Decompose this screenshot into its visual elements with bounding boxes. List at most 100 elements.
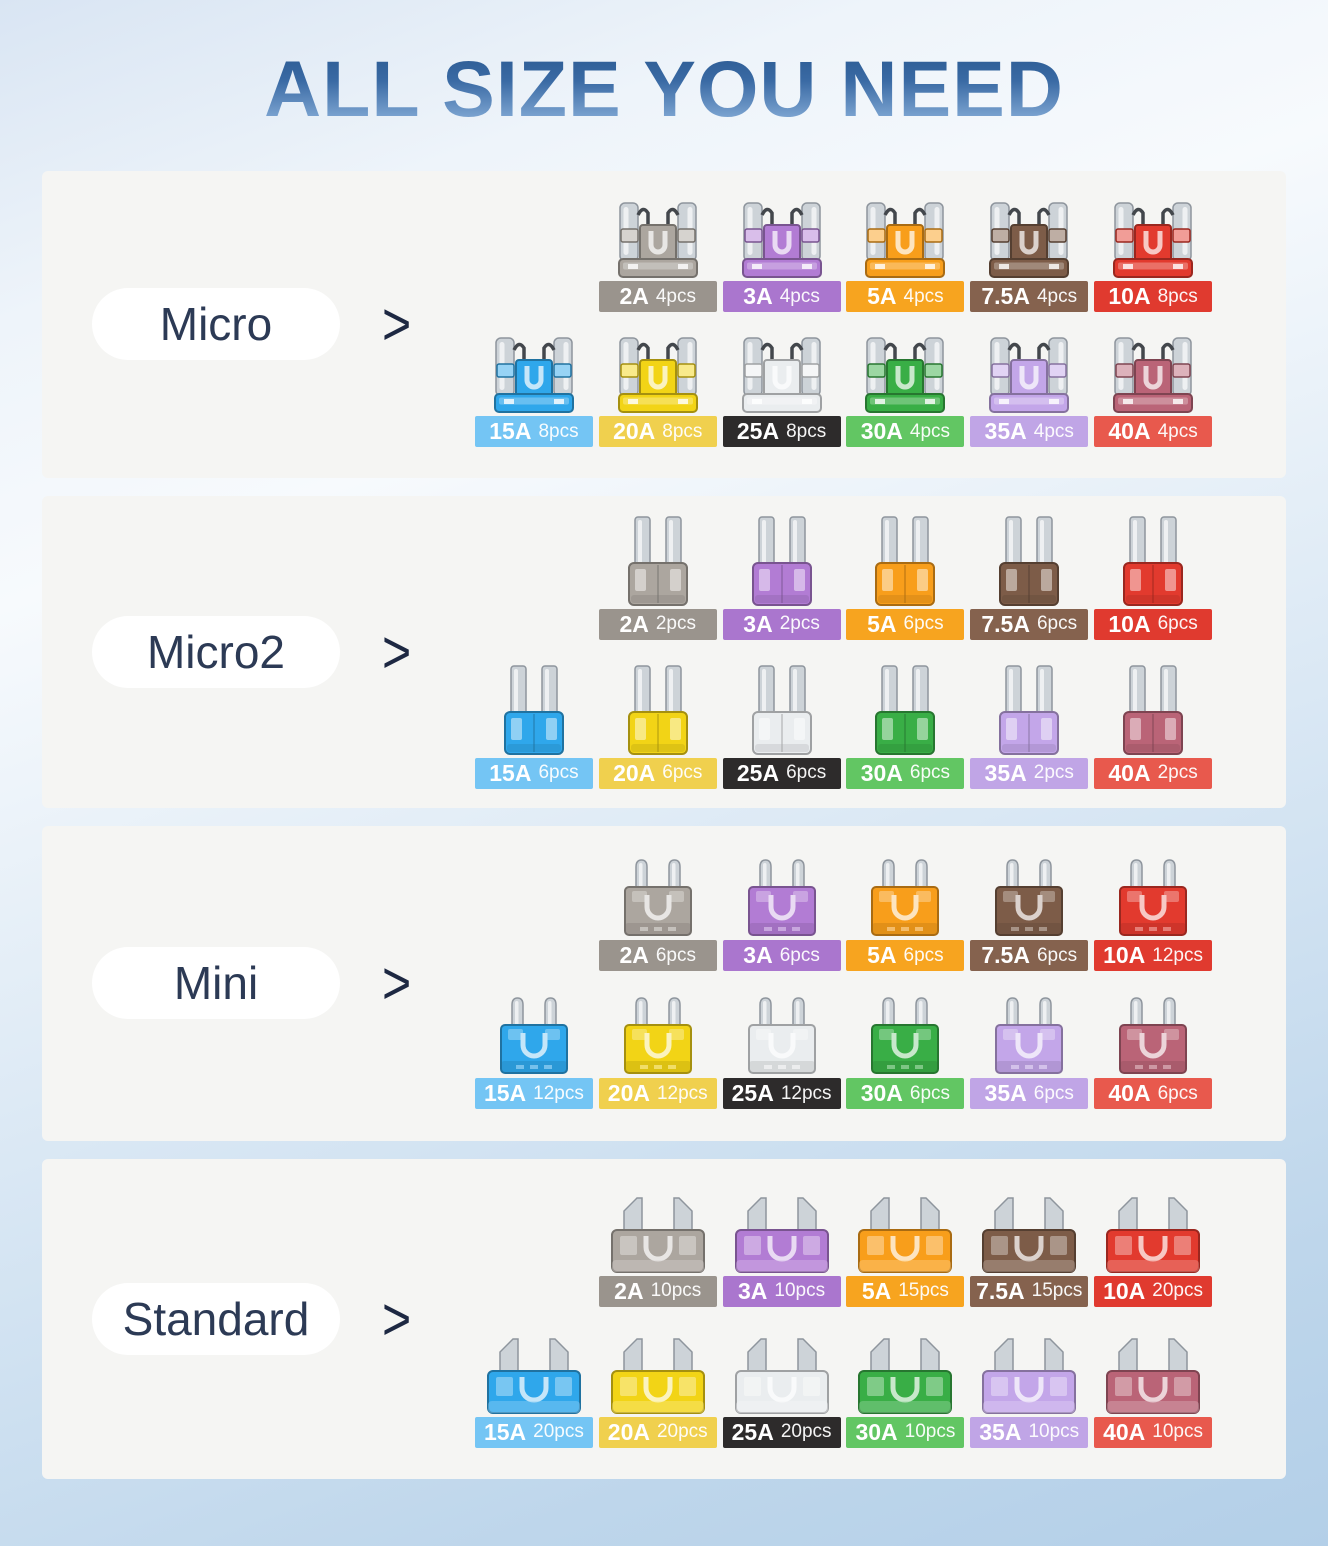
fuse-icon-30a (873, 664, 937, 756)
piece-count: 10pcs (774, 1280, 826, 1302)
fuse-icon-7_5a (980, 1190, 1078, 1274)
fuse-icon-15a (502, 664, 566, 756)
chevron-right-icon: > (382, 618, 412, 686)
piece-count: 10pcs (1028, 1421, 1080, 1443)
fuse-icon-20a (626, 664, 690, 756)
fuse-item-7_5a: 7.5A 15pcs (967, 1190, 1091, 1307)
fuse-item-15a: 15A 6pcs (472, 664, 596, 789)
amp-rating: 2A (614, 1277, 644, 1304)
fuse-item-30a: 30A 6pcs (843, 995, 967, 1110)
fuse-row-2: 15A 20pcs 20A 20pcs 25A 20pcs (472, 1331, 1215, 1448)
fuse-item-7_5a: 7.5A 6pcs (967, 857, 1091, 972)
amp-count-badge: 40A 10pcs (1094, 1416, 1213, 1448)
fuse-row-2: 15A 8pcs 20A 8pcs (472, 336, 1215, 448)
fuse-item-20a: 20A 20pcs (596, 1331, 720, 1448)
fuse-icon-25a (739, 336, 825, 414)
amp-count-badge: 7.5A 4pcs (970, 281, 1089, 313)
fuse-item-40a: 40A 4pcs (1091, 336, 1215, 448)
fuse-icon-2a (609, 1190, 707, 1274)
fuse-item-3a: 3A 2pcs (720, 515, 844, 640)
piece-count: 6pcs (909, 1082, 951, 1104)
amp-count-badge: 5A 6pcs (846, 940, 965, 972)
amp-count-badge: 30A 4pcs (846, 416, 965, 448)
amp-rating: 7.5A (981, 283, 1030, 310)
fuse-item-2a: 2A 2pcs (596, 515, 720, 640)
fuse-icon-35a (997, 664, 1061, 756)
amp-rating: 5A (867, 942, 897, 969)
fuse-icon-10a (1121, 515, 1185, 607)
fuse-item-10a: 10A 20pcs (1091, 1190, 1215, 1307)
piece-count: 6pcs (909, 762, 951, 784)
amp-rating: 7.5A (976, 1277, 1025, 1304)
fuse-item-10a: 10A 12pcs (1091, 857, 1215, 972)
fuse-item-7_5a: 7.5A 4pcs (967, 201, 1091, 313)
fuse-icon-10a (1115, 857, 1191, 938)
fuse-item-35a: 35A 4pcs (967, 336, 1091, 448)
section-card-micro: Micro > 2A 4pcs (42, 170, 1286, 478)
piece-count: 12pcs (780, 1082, 832, 1104)
fuse-item-35a: 35A 6pcs (967, 995, 1091, 1110)
fuse-icon-35a (991, 995, 1067, 1076)
amp-rating: 10A (1108, 610, 1151, 637)
fuse-icon-20a (615, 336, 701, 414)
fuse-item-3a: 3A 4pcs (720, 201, 844, 313)
amp-count-badge: 2A 6pcs (598, 940, 717, 972)
amp-rating: 5A (867, 610, 897, 637)
section-header: Micro > (42, 288, 472, 361)
amp-rating: 15A (489, 418, 532, 445)
fuse-icon-3a (733, 1190, 831, 1274)
fuse-item-2a: 2A 6pcs (596, 857, 720, 972)
piece-count: 2pcs (779, 613, 820, 635)
amp-count-badge: 2A 4pcs (598, 281, 717, 313)
amp-count-badge: 35A 4pcs (970, 416, 1089, 448)
piece-count: 6pcs (1157, 613, 1198, 635)
fuse-item-20a: 20A 8pcs (596, 336, 720, 448)
piece-count: 8pcs (662, 420, 703, 442)
fuse-row-1: 2A 2pcs 3A 2pcs 5A 6pcs (472, 515, 1215, 640)
fuse-icon-10a (1110, 201, 1196, 279)
fuse-item-25a: 25A 6pcs (720, 664, 844, 789)
amp-rating: 40A (1103, 1418, 1146, 1445)
fuse-item-40a: 40A 2pcs (1091, 664, 1215, 789)
piece-count: 6pcs (786, 762, 827, 784)
fuse-item-3a: 3A 6pcs (720, 857, 844, 972)
amp-count-badge: 2A 10pcs (598, 1275, 717, 1307)
piece-count: 4pcs (1033, 420, 1074, 442)
amp-count-badge: 15A 8pcs (474, 416, 593, 448)
fuse-item-15a: 15A 8pcs (472, 336, 596, 448)
piece-count: 4pcs (903, 285, 944, 307)
amp-count-badge: 25A 12pcs (722, 1078, 841, 1110)
fuse-item-40a: 40A 10pcs (1091, 1331, 1215, 1448)
amp-count-badge: 20A 12pcs (598, 1078, 717, 1110)
amp-rating: 40A (1108, 418, 1151, 445)
piece-count: 6pcs (662, 762, 703, 784)
fuse-rows: 2A 6pcs 3A 6pcs 5A 6pcs (472, 857, 1286, 1110)
fuse-item-2a: 2A 4pcs (596, 201, 720, 313)
piece-count: 20pcs (780, 1421, 832, 1443)
fuse-icon-5a (862, 201, 948, 279)
fuse-icon-30a (862, 336, 948, 414)
amp-count-badge: 3A 10pcs (722, 1275, 841, 1307)
amp-rating: 35A (984, 1080, 1027, 1107)
fuse-icon-15a (496, 995, 572, 1076)
piece-count: 6pcs (538, 762, 579, 784)
amp-rating: 35A (984, 418, 1027, 445)
section-card-micro2: Micro2 > 2A 2pcs 3A 2pcs (42, 495, 1286, 808)
fuse-icon-40a (1121, 664, 1185, 756)
amp-count-badge: 20A 20pcs (598, 1416, 717, 1448)
amp-rating: 30A (860, 418, 903, 445)
piece-count: 2pcs (1033, 762, 1074, 784)
amp-count-badge: 3A 6pcs (722, 940, 841, 972)
fuse-item-25a: 25A 20pcs (720, 1331, 844, 1448)
fuse-icon-40a (1110, 336, 1196, 414)
amp-rating: 7.5A (981, 610, 1030, 637)
fuse-item-30a: 30A 4pcs (843, 336, 967, 448)
amp-count-badge: 20A 6pcs (598, 757, 717, 789)
fuse-icon-2a (626, 515, 690, 607)
amp-count-badge: 3A 4pcs (722, 281, 841, 313)
amp-rating: 35A (979, 1418, 1022, 1445)
fuse-icon-25a (744, 995, 820, 1076)
piece-count: 15pcs (898, 1280, 949, 1302)
row-spacer (472, 201, 596, 312)
amp-rating: 7.5A (981, 942, 1030, 969)
